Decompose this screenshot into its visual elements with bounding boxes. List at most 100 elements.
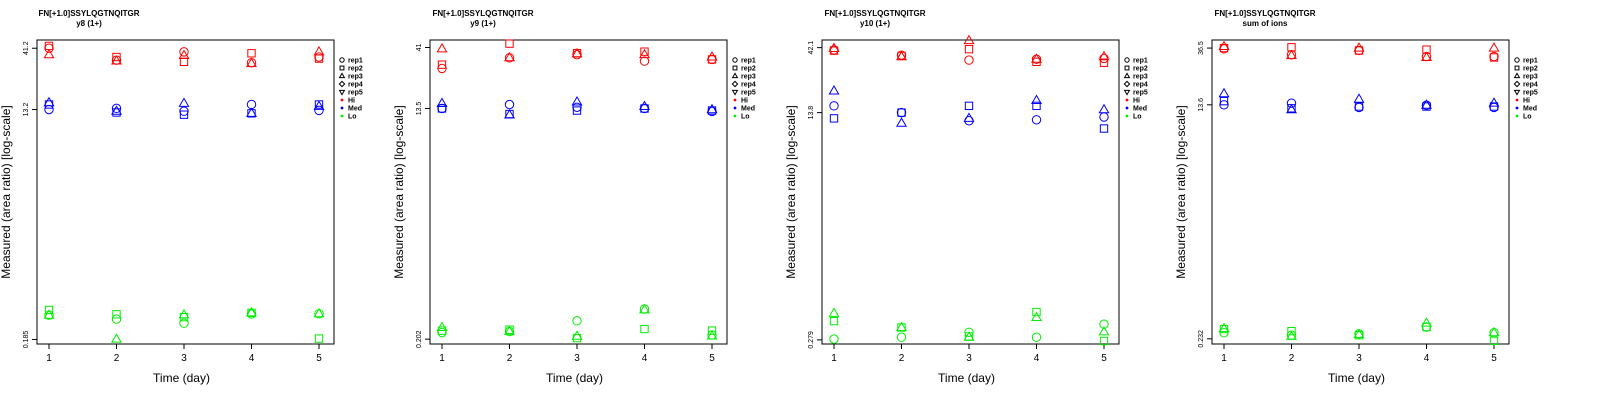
legend-marker-lo: [1515, 114, 1519, 118]
data-point-hi-day1-rep3: [828, 42, 840, 53]
data-point-med-day5-rep3: [313, 100, 325, 110]
data-point-med-day1-rep1: [829, 101, 839, 111]
y-axis-label: Measured (area ratio) [log-scale]: [0, 105, 13, 278]
data-point-hi-day2-rep3: [111, 55, 122, 65]
data-point-med-day2-rep1: [1286, 98, 1297, 108]
data-point-lo-day5-rep2: [314, 334, 324, 343]
legend-marker-hi: [340, 98, 344, 102]
data-point-hi-day4-rep2: [247, 49, 256, 58]
data-point-lo-day4-rep1: [246, 309, 257, 319]
data-point-lo-day5-rep1: [1099, 319, 1109, 329]
legend-marker-lo: [733, 114, 737, 118]
x-tick-label: 1: [831, 353, 837, 364]
legend-label-rep2: rep2: [348, 66, 363, 73]
chart-subtitle: y10 (1+): [860, 19, 890, 28]
data-point-lo-day4-rep1: [1421, 322, 1432, 332]
data-point-lo-day4-rep2: [640, 324, 649, 334]
data-point-hi-day5-rep3: [1098, 50, 1110, 61]
data-point-lo-day1-rep1: [829, 334, 839, 344]
data-point-lo-day5-rep3: [313, 307, 325, 318]
data-point-hi-day1-rep1: [437, 63, 447, 74]
legend-marker-hi: [1125, 98, 1129, 102]
legend-label-rep3: rep3: [741, 74, 756, 81]
legend-marker-rep3: [1123, 72, 1131, 79]
legend-marker-rep3: [731, 72, 739, 79]
data-point-hi-day3-rep2: [1354, 46, 1364, 55]
data-point-med-day2-rep3: [896, 117, 907, 127]
data-point-med-day3-rep2: [179, 110, 189, 119]
legend-label-rep3: rep3: [348, 74, 363, 81]
data-point-med-day5-rep1: [314, 105, 324, 116]
data-point-med-day4-rep3: [246, 107, 257, 117]
data-point-lo-day2-rep1: [896, 332, 907, 342]
data-point-med-day1-rep2: [437, 104, 447, 113]
data-point-med-day1-rep2: [829, 114, 839, 123]
data-point-lo-day3-rep3: [1353, 328, 1365, 339]
data-point-hi-day4-rep3: [246, 57, 257, 68]
legend-label-lo: Lo: [741, 114, 750, 121]
data-point-hi-day5-rep2: [1099, 58, 1109, 67]
data-point-lo-day5-rep2: [1489, 336, 1499, 346]
legend-marker-med: [733, 106, 737, 110]
data-point-med-day4-rep2: [1032, 101, 1041, 111]
chart-title: FN[+1.0]SSYLQGTNQITGR: [38, 9, 139, 18]
chart-subtitle: y9 (1+): [470, 19, 496, 28]
data-point-med-day4-rep1: [639, 103, 650, 114]
y-axis-label: Measured (area ratio) [log-scale]: [1174, 105, 1188, 278]
legend-marker-med: [1515, 106, 1519, 110]
data-point-hi-day3-rep2: [964, 45, 974, 54]
data-point-hi-day1-rep3: [436, 42, 448, 53]
legend-marker-rep5: [1123, 89, 1131, 96]
data-point-med-day2-rep3: [504, 109, 515, 119]
legend-label-med: Med: [1133, 106, 1147, 113]
legend-label-rep5: rep5: [741, 90, 756, 97]
data-point-med-day5-rep1: [1099, 112, 1109, 122]
plot-frame: [36, 39, 335, 345]
x-tick-label: 4: [1034, 353, 1040, 364]
data-point-hi-day1-rep2: [44, 41, 54, 51]
y-tick-label: 13.5: [416, 102, 423, 116]
data-point-med-day1-rep1: [437, 103, 447, 114]
legend-marker-rep4: [1513, 80, 1521, 88]
legend-marker-rep2: [339, 65, 345, 71]
data-point-hi-day3-rep3: [963, 34, 975, 45]
data-point-lo-day2-rep3: [1286, 330, 1297, 340]
data-point-hi-day1-rep2: [437, 60, 447, 69]
plot-frame: [821, 39, 1120, 345]
legend-label-rep4: rep4: [348, 82, 363, 89]
data-point-lo-day2-rep3: [504, 325, 515, 336]
legend-label-rep5: rep5: [1133, 90, 1148, 97]
data-point-lo-day4-rep2: [1032, 307, 1041, 317]
legend-label-rep2: rep2: [1133, 66, 1148, 73]
data-point-hi-day5-rep3: [706, 51, 718, 61]
x-tick-label: 3: [181, 353, 187, 364]
legend-marker-rep1: [339, 57, 345, 63]
data-point-lo-day1-rep2: [44, 305, 54, 315]
data-point-hi-day2-rep2: [112, 52, 121, 62]
legend-marker-hi: [733, 98, 737, 102]
legend-label-rep1: rep1: [1523, 58, 1538, 65]
data-point-lo-day3-rep3: [963, 331, 975, 341]
x-tick-label: 3: [574, 353, 580, 364]
legend-label-rep2: rep2: [741, 66, 756, 73]
data-point-med-day1-rep3: [43, 96, 55, 107]
data-point-lo-day4-rep3: [1421, 317, 1432, 327]
legend-label-hi: Hi: [1523, 98, 1530, 105]
legend-marker-rep2: [1514, 65, 1520, 71]
data-point-med-day3-rep3: [963, 112, 975, 122]
data-point-lo-day5-rep3: [1488, 326, 1500, 337]
legend-label-med: Med: [741, 106, 755, 113]
data-point-med-day5-rep3: [706, 103, 718, 114]
data-point-hi-day2-rep1: [1286, 50, 1297, 60]
data-point-med-day1-rep3: [1218, 87, 1230, 98]
x-tick-label: 2: [899, 353, 905, 364]
data-point-lo-day5-rep2: [1099, 336, 1109, 346]
data-point-hi-day1-rep3: [43, 48, 55, 59]
data-point-med-day3-rep2: [1354, 102, 1364, 111]
data-point-hi-day4-rep2: [640, 47, 649, 56]
legend-marker-med: [1125, 106, 1129, 110]
data-point-lo-day2-rep3: [111, 333, 122, 343]
data-point-hi-day4-rep3: [1421, 51, 1432, 61]
